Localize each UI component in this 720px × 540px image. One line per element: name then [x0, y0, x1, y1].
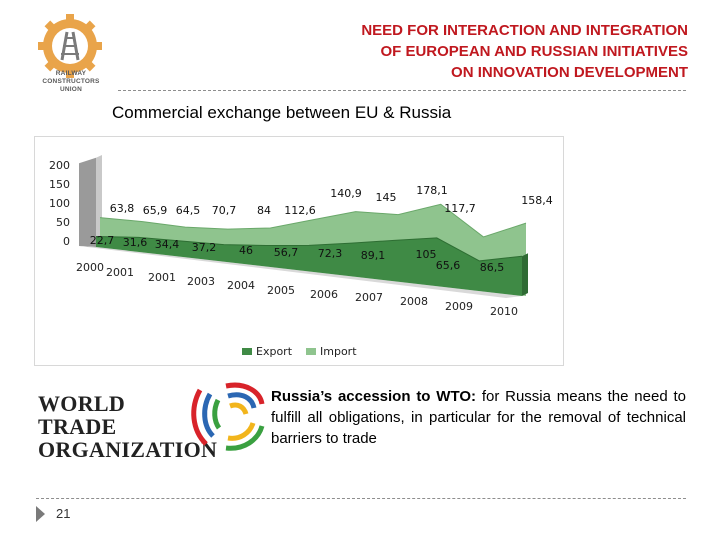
export-data-label: 37,2 — [192, 241, 217, 254]
wto-wordmark-line: ORGANIZATION — [38, 437, 218, 462]
import-data-label: 64,5 — [176, 204, 201, 217]
y-tick-label: 100 — [49, 197, 70, 210]
x-tick-label: 2010 — [490, 305, 518, 318]
x-tick-label: 2003 — [187, 275, 215, 288]
chart-floor — [79, 246, 522, 298]
y-tick-label: 150 — [49, 178, 70, 191]
x-tick-label: 2007 — [355, 291, 383, 304]
import-data-label: 84 — [257, 204, 271, 217]
export-data-label: 105 — [416, 248, 437, 261]
import-data-label: 158,4 — [521, 194, 553, 207]
export-data-label: 56,7 — [274, 246, 299, 259]
wto-wordmark: WORLD TRADE ORGANIZATION — [38, 391, 218, 462]
export-end-face — [522, 253, 528, 296]
export-data-label: 22,7 — [90, 234, 115, 247]
y-tick-label: 0 — [63, 235, 70, 248]
x-tick-label: 2005 — [267, 284, 295, 297]
export-data-label: 34,4 — [155, 238, 180, 251]
wto-body: for Russia means the need to fulfill all… — [271, 388, 686, 447]
slide-arrow-icon — [36, 506, 45, 522]
export-data-label: 31,6 — [123, 236, 148, 249]
export-data-label: 65,6 — [436, 259, 461, 272]
chart-side-wall — [79, 157, 96, 247]
x-tick-label: 2008 — [400, 295, 428, 308]
slide-subtitle: Commercial exchange between EU & Russia — [112, 103, 452, 122]
x-tick-label: 2006 — [310, 288, 338, 301]
legend-swatch-export — [242, 348, 252, 355]
legend-swatch-import — [306, 348, 316, 355]
railway-union-logo — [38, 14, 102, 78]
import-data-label: 70,7 — [212, 204, 237, 217]
export-data-label: 86,5 — [480, 261, 505, 274]
import-data-label: 117,7 — [444, 202, 476, 215]
logo-caption: RAILWAY CONSTRUCTORS UNION — [28, 70, 114, 94]
import-line — [99, 203, 527, 238]
export-line — [95, 236, 523, 262]
export-data-label: 89,1 — [361, 249, 386, 262]
import-data-label: 63,8 — [110, 202, 135, 215]
y-tick-label: 50 — [56, 216, 70, 229]
y-tick-label: 200 — [49, 159, 70, 172]
wto-wordmark-line: WORLD TRADE — [38, 391, 126, 439]
footer-divider — [36, 498, 686, 499]
page-number: 21 — [56, 506, 71, 521]
header-divider — [118, 90, 686, 91]
legend-label-export: Export — [256, 345, 293, 358]
x-tick-label: 2001 — [148, 271, 176, 284]
export-data-label: 72,3 — [318, 247, 343, 260]
import-data-label: 140,9 — [330, 187, 362, 200]
legend-label-import: Import — [320, 345, 357, 358]
import-data-label: 145 — [376, 191, 397, 204]
title-line: NEED FOR INTERACTION AND INTEGRATION — [361, 22, 688, 39]
x-tick-label: 2009 — [445, 300, 473, 313]
page-title: NEED FOR INTERACTION AND INTEGRATION OF … — [218, 20, 688, 83]
wto-emblem-icon — [191, 382, 265, 451]
x-tick-label: 2004 — [227, 279, 255, 292]
export-area — [96, 236, 522, 296]
logo-caption-line: UNION — [60, 86, 82, 93]
title-line: ON INNOVATION DEVELOPMENT — [451, 64, 688, 81]
logo-caption-line: RAILWAY — [55, 70, 87, 77]
logo-caption-line: CONSTRUCTORS — [42, 78, 100, 85]
import-data-label: 178,1 — [416, 184, 448, 197]
import-data-label: 112,6 — [284, 204, 316, 217]
wto-lead: Russia’s accession to WTO: — [271, 388, 476, 405]
import-data-label: 65,9 — [143, 204, 168, 217]
x-tick-label: 2000 — [76, 261, 104, 274]
x-tick-label: 2001 — [106, 266, 134, 279]
title-line: OF EUROPEAN AND RUSSIAN INITIATIVES — [380, 43, 688, 60]
wto-description: Russia’s accession to WTO: for Russia me… — [271, 386, 686, 449]
export-data-label: 46 — [239, 244, 253, 257]
